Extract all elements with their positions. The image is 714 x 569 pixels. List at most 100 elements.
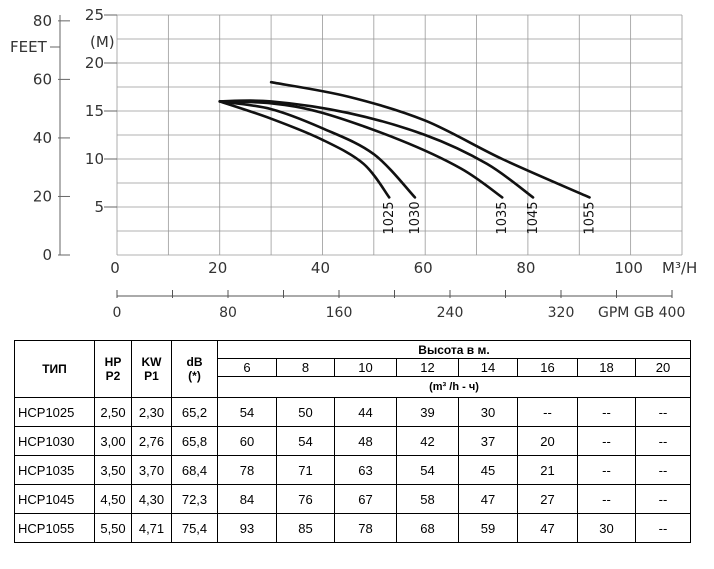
hp-cell: 3,00 [94, 426, 132, 456]
flow-cell: 63 [334, 455, 397, 485]
flow-cell: -- [635, 397, 691, 427]
curve-label-1055: 1055 [583, 201, 598, 234]
flow-cell: 27 [517, 484, 578, 514]
flow-cell: -- [577, 455, 636, 485]
feet-tick-label: 0 [42, 246, 52, 264]
col-db-header: dB (*) [171, 340, 218, 398]
flow-cell: 44 [334, 397, 397, 427]
col-hp-header: HP P2 [94, 340, 132, 398]
curve-label-1045: 1045 [526, 201, 541, 234]
flow-cell: 37 [458, 426, 518, 456]
hp-cell: 2,50 [94, 397, 132, 427]
flow-cell: 54 [217, 397, 277, 427]
curve-1045 [218, 99, 535, 199]
model-cell: HCP1055 [14, 513, 95, 543]
col-model-header: ТИП [14, 340, 95, 398]
flow-cell: 39 [396, 397, 459, 427]
pump-curve-chart: 0 20 40 60 80 FEET 5 10 15 20 25 (M) 0 20 40 60 80 100 M³/… [10, 6, 697, 321]
flow-cell: -- [635, 426, 691, 456]
gpm-tick-label: 80 [219, 305, 237, 321]
meter-tick-label: 10 [85, 150, 104, 168]
flow-unit: (m³ /h - ч) [217, 376, 691, 398]
chart-curves [218, 80, 591, 199]
flow-cell: 67 [334, 484, 397, 514]
height-cell: 6 [217, 358, 277, 377]
model-cell: HCP1025 [14, 397, 95, 427]
flow-cell: -- [577, 426, 636, 456]
db-cell: 65,2 [171, 397, 218, 427]
x-tick-label: 0 [110, 259, 120, 277]
feet-tick-label: 40 [33, 129, 52, 147]
meter-tick-label: 25 [85, 6, 104, 24]
model-cell: HCP1030 [14, 426, 95, 456]
chart-labels: 1025 1030 1035 1045 1055 [382, 201, 597, 234]
meter-tick-label: 20 [85, 54, 104, 72]
flow-cell: 47 [458, 484, 518, 514]
db-cell: 72,3 [171, 484, 218, 514]
chart-axes: 0 20 40 60 80 FEET 5 10 15 20 25 (M) 0 20 40 60 80 100 M³/… [10, 6, 697, 321]
x-tick-label: 20 [208, 259, 227, 277]
flow-cell: 30 [577, 513, 636, 543]
gpm-tick-label: 320 [548, 305, 575, 321]
flow-cell: 71 [276, 455, 335, 485]
kw-cell: 2,30 [131, 397, 172, 427]
flow-cell: 93 [217, 513, 277, 543]
flow-cell: 68 [396, 513, 459, 543]
db-cell: 75,4 [171, 513, 218, 543]
db-cell: 68,4 [171, 455, 218, 485]
flow-cell: -- [577, 484, 636, 514]
db-cell: 65,8 [171, 426, 218, 456]
height-cell: 18 [577, 358, 636, 377]
height-cell: 14 [458, 358, 518, 377]
gpm-tick-label: 240 [437, 305, 464, 321]
flow-cell: 54 [396, 455, 459, 485]
feet-tick-label: 80 [33, 12, 52, 30]
performance-table-wrap: ТИП HP P2 KW P1 dB (*) Высота в м. 6 8 10 12 14… [14, 340, 691, 543]
flow-cell: -- [635, 455, 691, 485]
flow-cell: 58 [396, 484, 459, 514]
model-cell: HCP1035 [14, 455, 95, 485]
flow-cell: 59 [458, 513, 518, 543]
curve-1035 [218, 100, 504, 199]
hp-cell: 3,50 [94, 455, 132, 485]
flow-cell: 85 [276, 513, 335, 543]
kw-cell: 4,30 [131, 484, 172, 514]
flow-cell: 47 [517, 513, 578, 543]
height-cell: 16 [517, 358, 578, 377]
flow-cell: -- [635, 513, 691, 543]
height-cell: 10 [334, 358, 397, 377]
x-axis-label: M³/H [662, 259, 697, 277]
table-row: HCP1045 4,50 4,30 72,3 84 76 67 58 47 27 -- -- [14, 484, 691, 514]
heights-row: 6 8 10 12 14 16 18 20 [15, 358, 691, 377]
x-tick-label: 60 [414, 259, 433, 277]
kw-cell: 4,71 [131, 513, 172, 543]
flow-cell: -- [577, 397, 636, 427]
col-kw-header: KW P1 [131, 340, 172, 398]
flow-cell: 54 [276, 426, 335, 456]
table-row: HCP1035 3,50 3,70 68,4 78 71 63 54 45 21 -- -- [14, 455, 691, 485]
meter-tick-label: 5 [94, 198, 104, 216]
curve-1055 [269, 80, 591, 199]
x-tick-label: 100 [614, 259, 643, 277]
curve-1030 [218, 100, 417, 199]
flow-cell: 21 [517, 455, 578, 485]
flow-cell: 20 [517, 426, 578, 456]
chart-grid [116, 14, 683, 256]
flow-cell: -- [635, 484, 691, 514]
height-cell: 8 [276, 358, 335, 377]
x-tick-label: 80 [516, 259, 535, 277]
flow-cell: 50 [276, 397, 335, 427]
flow-cell: 42 [396, 426, 459, 456]
height-cell: 12 [396, 358, 459, 377]
flow-cell: -- [517, 397, 578, 427]
curve-label-1030: 1030 [408, 201, 423, 234]
hp-cell: 5,50 [94, 513, 132, 543]
table-row: HCP1030 3,00 2,76 65,8 60 54 48 42 37 20 -- -- [14, 426, 691, 456]
kw-cell: 2,76 [131, 426, 172, 456]
table-body: HCP1025 2,50 2,30 65,2 54 50 44 39 30 -- -- -- HCP10… [14, 397, 691, 543]
feet-tick-label: 60 [33, 70, 52, 88]
curve-label-1025: 1025 [382, 201, 397, 234]
flow-cell: 48 [334, 426, 397, 456]
height-cell: 20 [635, 358, 691, 377]
flow-cell: 84 [217, 484, 277, 514]
